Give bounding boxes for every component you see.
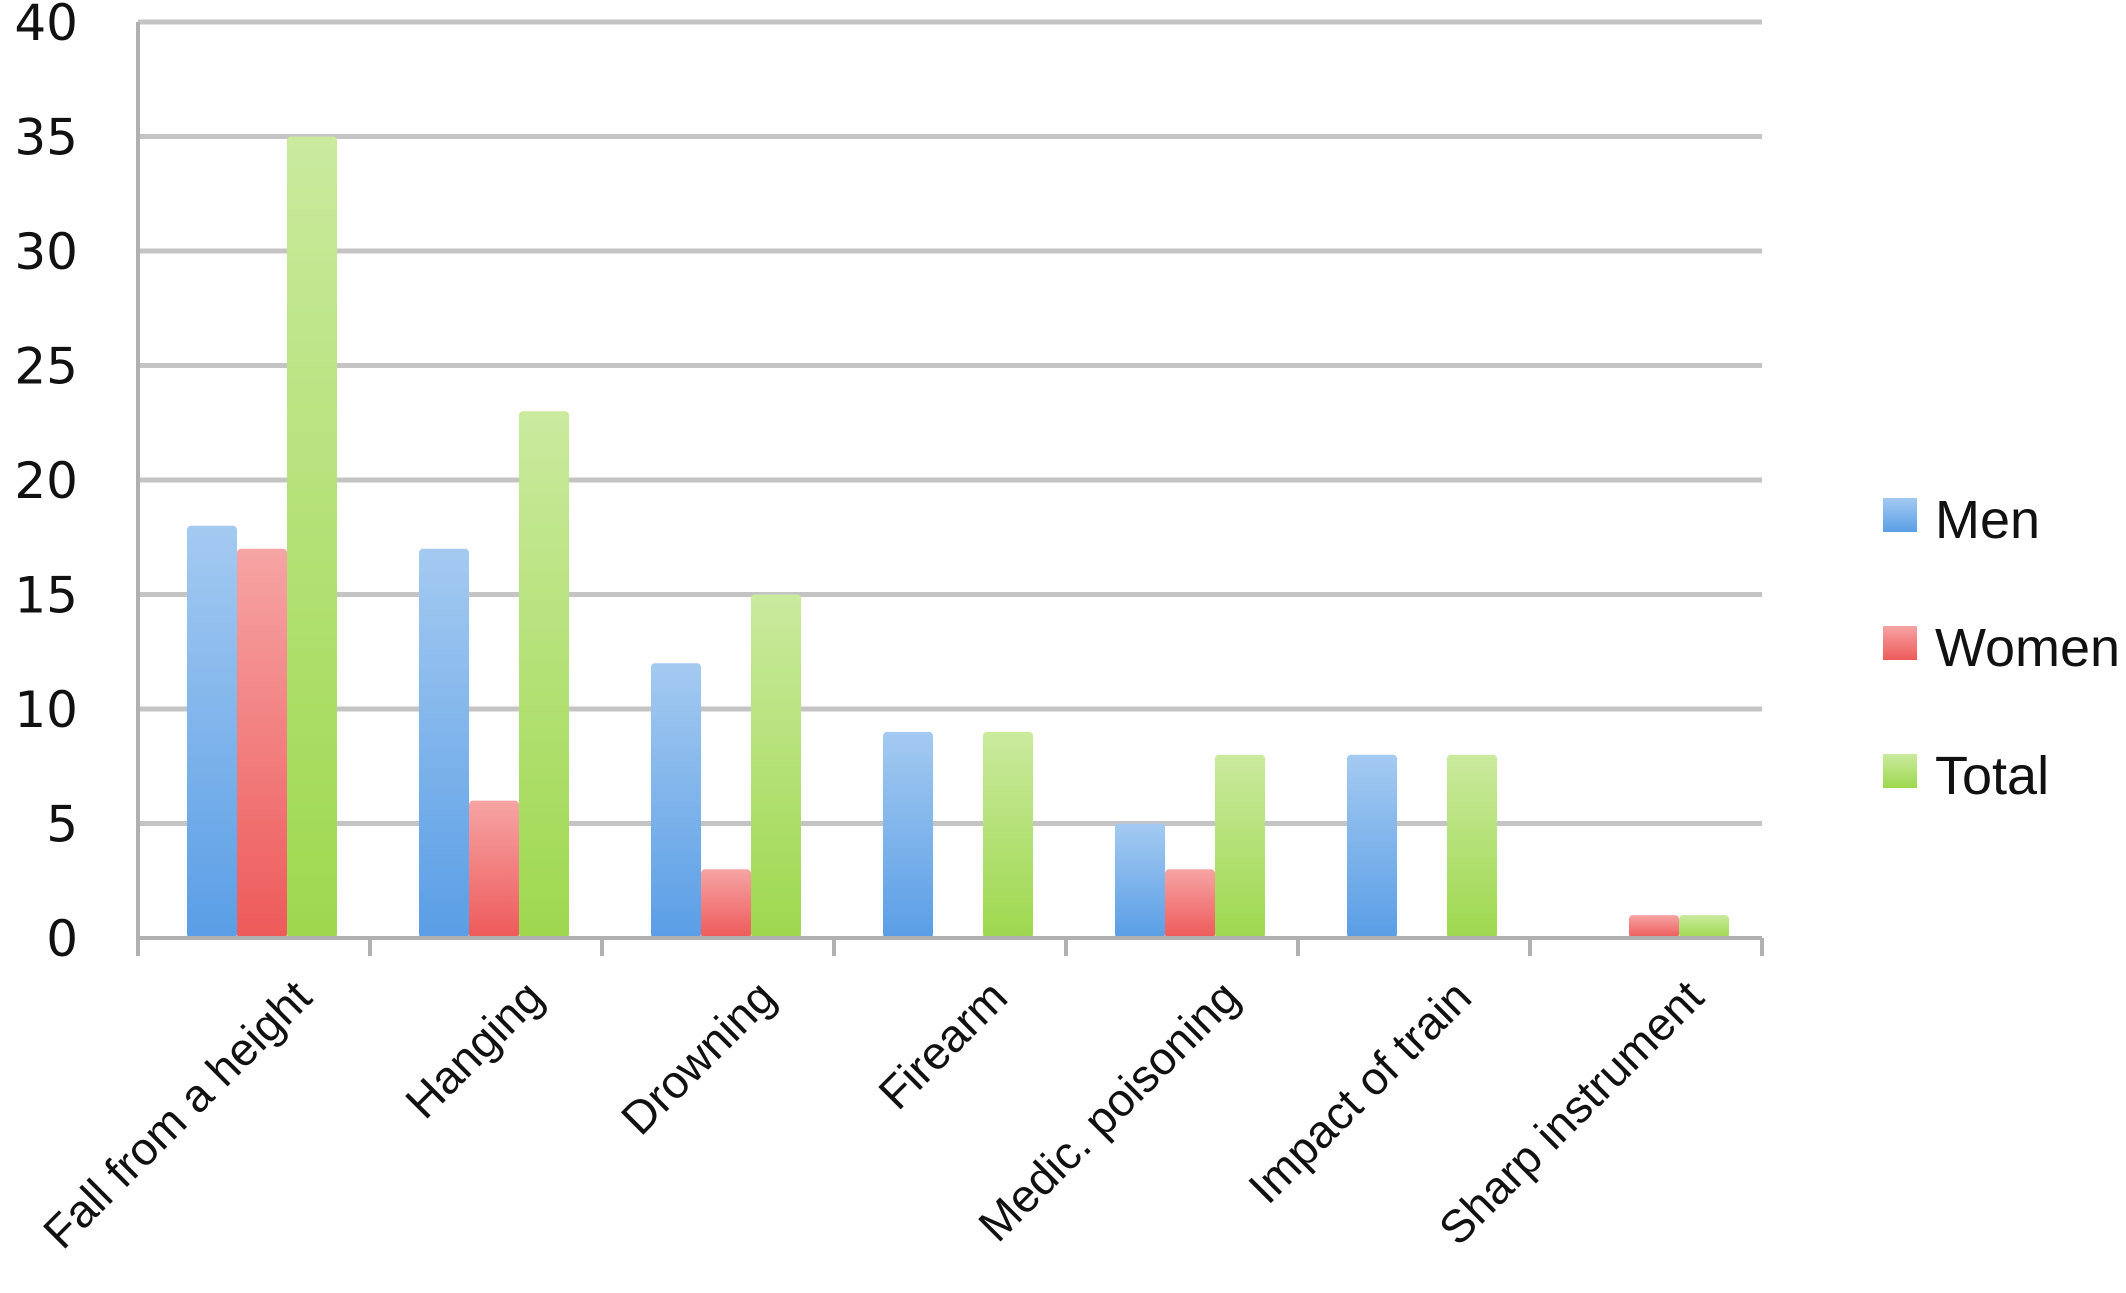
bar-men-4	[1115, 823, 1165, 938]
bar-men-3	[883, 731, 933, 938]
y-tick-label: 15	[14, 567, 78, 625]
legend-label-women: Women	[1935, 618, 2120, 678]
y-tick-label: 10	[14, 681, 78, 739]
bar-men-2	[651, 663, 701, 938]
y-tick-label: 30	[14, 223, 78, 281]
bar-total-1	[519, 411, 569, 938]
y-tick-label: 0	[46, 910, 78, 968]
x-tick-label: Impact of train	[1238, 970, 1481, 1213]
bar-women-0	[237, 548, 287, 938]
legend: Men Women Total	[1883, 490, 2120, 806]
y-tick-label: 20	[14, 452, 78, 510]
bar-women-2	[701, 869, 751, 938]
x-axis-tick-labels: Fall from a height Hanging Drowning Firearm…	[33, 970, 1713, 1258]
bar-total-6	[1679, 915, 1729, 938]
axes	[136, 22, 1764, 956]
y-tick-label: 40	[14, 0, 78, 52]
y-tick-label: 5	[46, 796, 78, 854]
bar-women-4	[1165, 869, 1215, 938]
x-tick-label: Firearm	[868, 970, 1017, 1119]
bar-total-5	[1447, 754, 1497, 938]
bar-men-5	[1347, 754, 1397, 938]
x-tick-label: Fall from a height	[33, 970, 321, 1258]
legend-label-total: Total	[1935, 746, 2049, 806]
y-axis-tick-labels: 0 5 10 15 20 25 30 35 40	[14, 0, 78, 968]
bar-total-2	[751, 594, 801, 938]
bar-total-4	[1215, 754, 1265, 938]
y-tick-label: 35	[14, 109, 78, 167]
legend-swatch-men	[1883, 498, 1917, 532]
x-tick-label: Drowning	[611, 970, 785, 1144]
gridlines	[138, 19, 1762, 826]
bars	[187, 136, 1729, 938]
legend-label-men: Men	[1935, 490, 2040, 550]
bar-men-1	[419, 548, 469, 938]
bar-total-0	[287, 136, 337, 938]
y-tick-label: 25	[14, 338, 78, 396]
legend-swatch-total	[1883, 754, 1917, 788]
bar-women-6	[1629, 915, 1679, 938]
bar-men-0	[187, 525, 237, 938]
bar-women-1	[469, 800, 519, 938]
legend-swatch-women	[1883, 626, 1917, 660]
bar-total-3	[983, 731, 1033, 938]
x-tick-label: Hanging	[395, 970, 553, 1128]
